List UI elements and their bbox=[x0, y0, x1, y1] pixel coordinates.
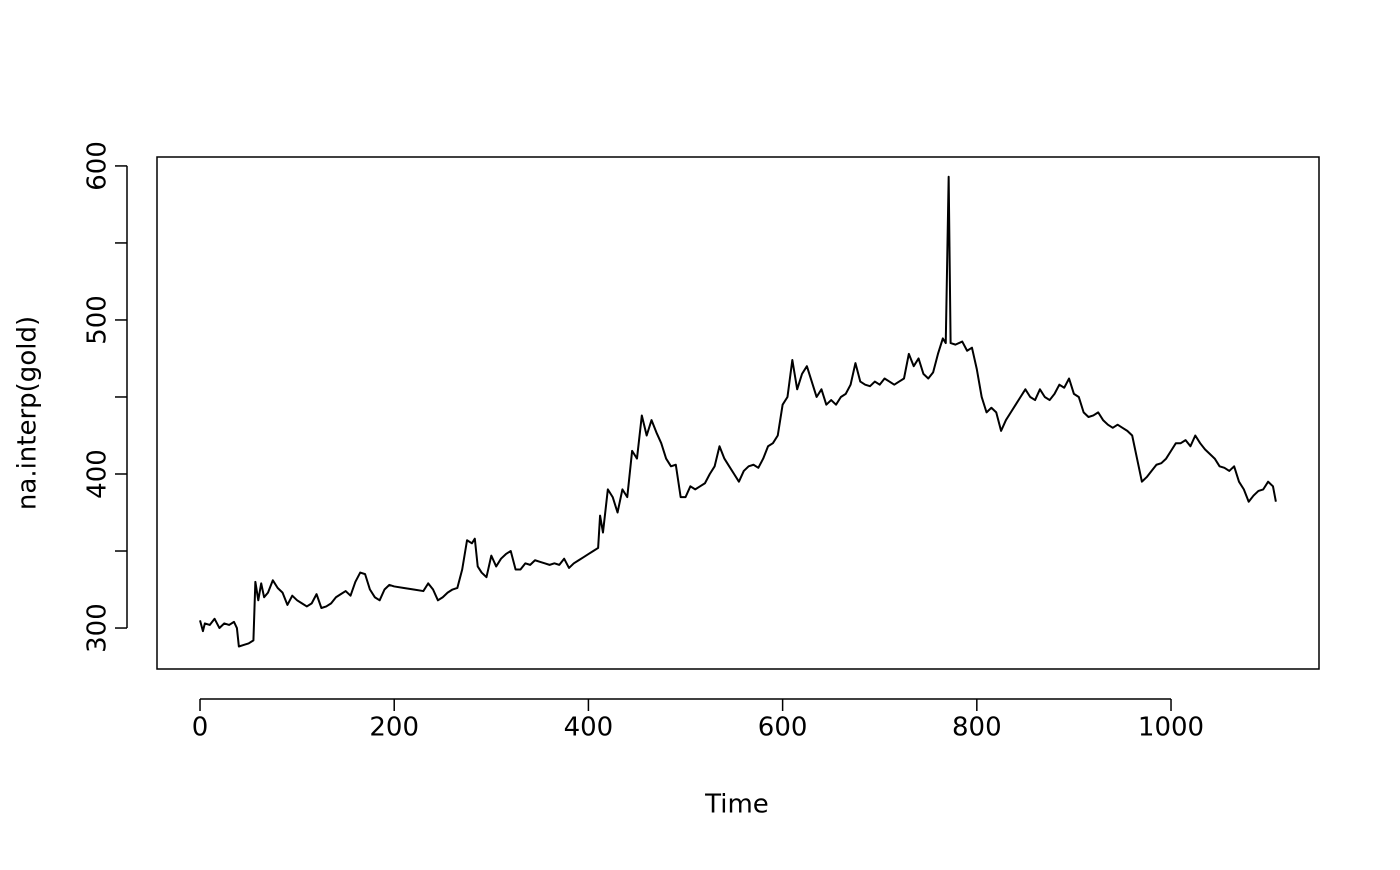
x-tick-label: 800 bbox=[952, 713, 1002, 743]
y-tick-label: 300 bbox=[83, 603, 113, 653]
y-tick-label: 400 bbox=[83, 449, 113, 499]
x-tick-label: 600 bbox=[758, 713, 808, 743]
x-tick-label: 0 bbox=[192, 713, 209, 743]
x-axis-label: Time bbox=[704, 790, 769, 820]
x-tick-label: 400 bbox=[564, 713, 614, 743]
y-tick-label: 500 bbox=[83, 295, 113, 345]
x-tick-label: 200 bbox=[369, 713, 419, 743]
y-tick-label: 600 bbox=[83, 141, 113, 191]
x-tick-label: 1000 bbox=[1138, 713, 1204, 743]
plot-box bbox=[156, 156, 1320, 670]
data-line bbox=[199, 175, 1277, 648]
y-axis-label: na.interp(gold) bbox=[13, 316, 43, 510]
